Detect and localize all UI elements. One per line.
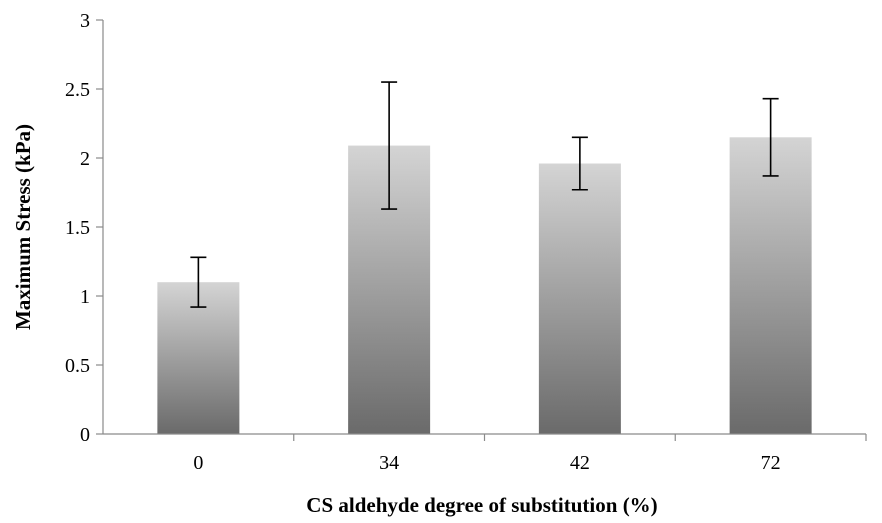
- bars-group: [157, 137, 812, 435]
- x-tick-label: 0: [193, 452, 203, 474]
- error-bars-group: [190, 81, 779, 308]
- bar: [729, 137, 812, 435]
- y-tick-label: 2: [80, 148, 90, 170]
- y-tick-label: 3: [80, 10, 90, 32]
- error-bar: [571, 136, 588, 191]
- y-ticks-group: 0 0.5 1 1.5 2 2.5 3: [65, 10, 103, 446]
- y-axis-title: Maximum Stress (kPa): [11, 124, 35, 330]
- x-tick-label: 72: [761, 452, 781, 474]
- error-bar: [190, 256, 207, 308]
- y-tick-label: 1.5: [65, 217, 90, 239]
- y-tick-label: 2.5: [65, 79, 90, 101]
- error-bar: [762, 97, 779, 177]
- y-tick-label: 0.5: [65, 355, 90, 377]
- y-tick-label: 0: [80, 424, 90, 446]
- bar: [538, 163, 621, 434]
- x-ticks-group: 0 34 42 72: [193, 434, 867, 474]
- x-axis-title: CS aldehyde degree of substitution (%): [306, 493, 657, 517]
- error-bar: [381, 81, 398, 210]
- x-tick-label: 42: [570, 452, 590, 474]
- y-tick-label: 1: [80, 286, 90, 308]
- x-tick-label: 34: [379, 452, 399, 474]
